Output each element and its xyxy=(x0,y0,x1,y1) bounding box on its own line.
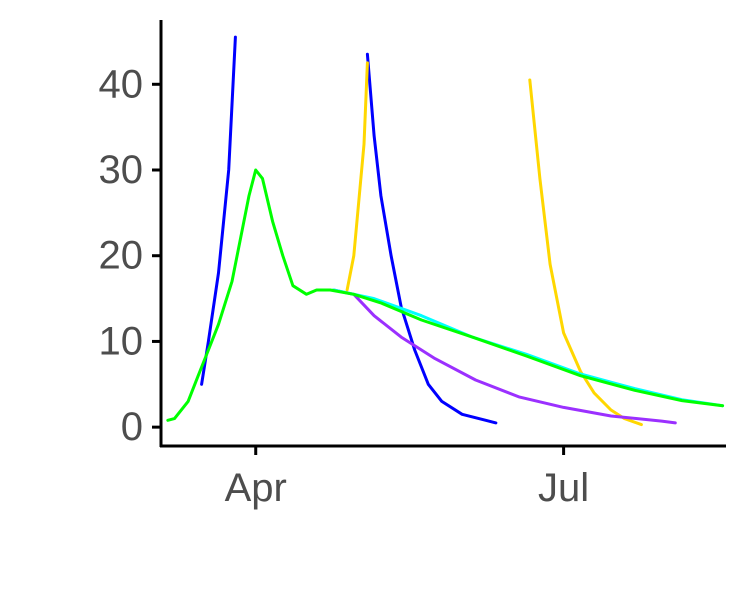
y-tick-label: 30 xyxy=(99,148,144,192)
x-tick-label: Jul xyxy=(538,466,589,510)
y-axis-ticks: 0 10 20 30 40 xyxy=(99,62,161,449)
series-line-1 xyxy=(200,35,237,386)
series-line-7 xyxy=(166,168,725,422)
y-tick-label: 20 xyxy=(99,234,144,278)
x-tick-label: Apr xyxy=(225,466,287,510)
y-tick-label: 0 xyxy=(121,405,143,449)
series-line-4 xyxy=(528,78,643,427)
series-layer xyxy=(166,35,725,427)
series-line-2 xyxy=(365,52,498,425)
x-axis-ticks: Apr Jul xyxy=(225,446,589,510)
y-tick-label: 10 xyxy=(99,319,144,363)
series-line-5 xyxy=(332,288,677,425)
y-tick-label: 40 xyxy=(99,62,144,106)
series-line-3 xyxy=(345,61,369,292)
